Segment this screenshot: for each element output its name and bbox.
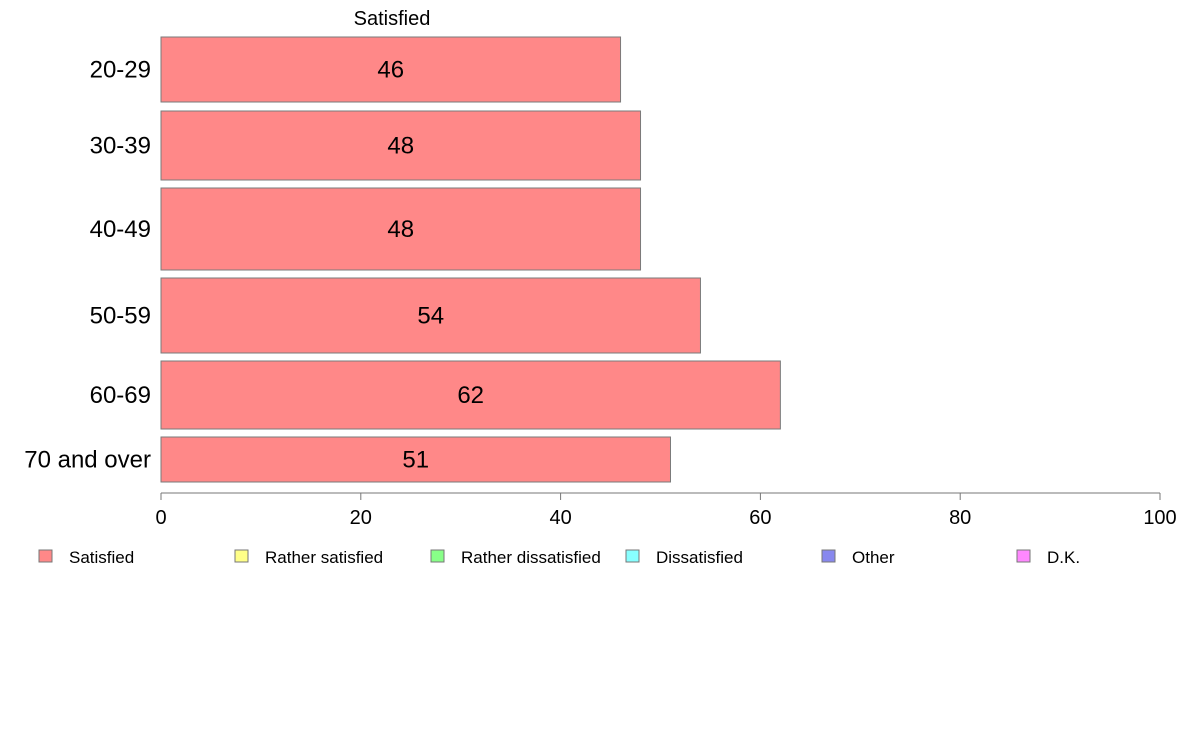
x-tick-label: 60 xyxy=(749,507,771,529)
x-tick-label: 20 xyxy=(350,507,372,529)
x-tick-label: 0 xyxy=(155,507,166,529)
bar-value-label: 48 xyxy=(387,133,414,160)
bar-value-label: 62 xyxy=(457,382,484,409)
bar-50-59 xyxy=(160,277,701,354)
bar-30-39 xyxy=(160,110,642,181)
chart-title: Satisfied xyxy=(354,8,431,30)
legend-label: D.K. xyxy=(1047,548,1080,567)
bar-value-label: 54 xyxy=(417,303,444,330)
bar-20-29 xyxy=(160,36,622,103)
legend-label: Other xyxy=(852,548,895,567)
bar-value-label: 51 xyxy=(402,447,429,474)
x-tick-label: 100 xyxy=(1143,507,1176,529)
legend-label: Rather satisfied xyxy=(265,548,383,567)
bar-value-label: 48 xyxy=(387,216,414,243)
legend-swatch xyxy=(821,549,836,563)
legend-swatch xyxy=(234,549,249,563)
category-label: 60-69 xyxy=(90,382,151,409)
legend-swatch xyxy=(430,549,445,563)
legend-label: Satisfied xyxy=(69,548,134,567)
legend-swatch xyxy=(1016,549,1031,563)
category-label: 70 and over xyxy=(24,447,151,474)
category-label: 40-49 xyxy=(90,216,151,243)
bar-60-69 xyxy=(160,360,781,430)
category-label: 50-59 xyxy=(90,303,151,330)
legend-label: Rather dissatisfied xyxy=(461,548,601,567)
x-tick-label: 80 xyxy=(949,507,971,529)
legend-swatch xyxy=(38,549,53,563)
legend-swatch xyxy=(625,549,640,563)
bar-value-label: 46 xyxy=(377,57,404,84)
bar-40-49 xyxy=(160,187,642,271)
category-label: 30-39 xyxy=(90,133,151,160)
category-label: 20-29 xyxy=(90,57,151,84)
x-tick-label: 40 xyxy=(549,507,571,529)
bar-70-and-over xyxy=(160,436,671,483)
legend-label: Dissatisfied xyxy=(656,548,743,567)
